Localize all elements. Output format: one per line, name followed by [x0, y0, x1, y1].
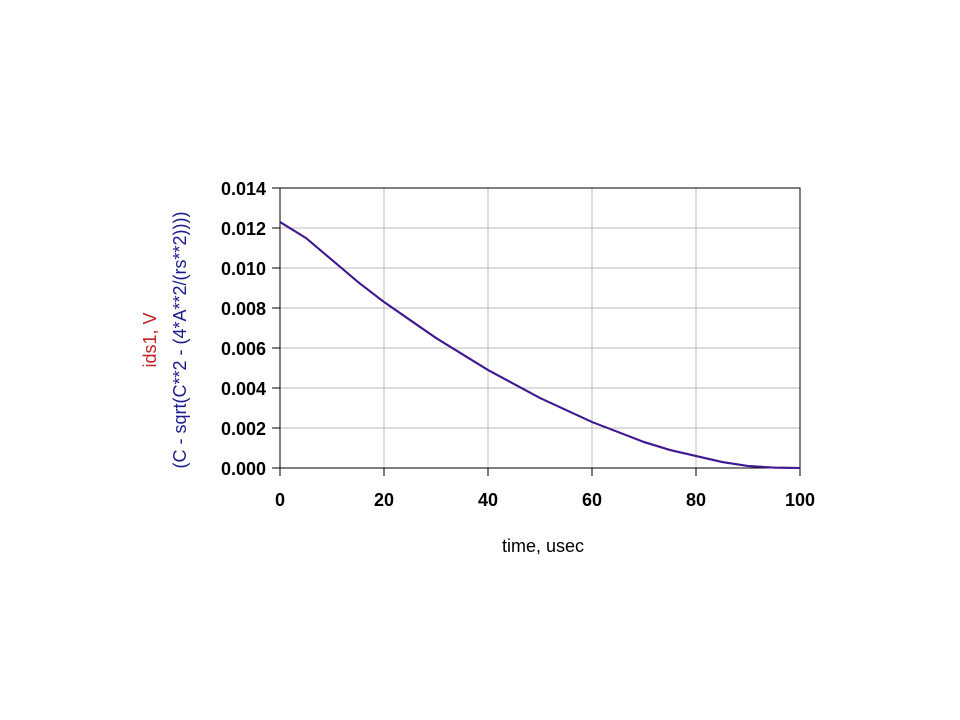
- y-tick-label: 0.010: [221, 259, 266, 279]
- data-line: [279, 221, 801, 469]
- x-tick-label: 60: [582, 490, 602, 510]
- y-tick-label: 0.000: [221, 459, 266, 479]
- x-tick-label: 100: [785, 490, 815, 510]
- x-tick-label: 0: [275, 490, 285, 510]
- data-line: [279, 221, 801, 469]
- y-axis-label: ids1, V: [140, 312, 160, 367]
- y-tick-label: 0.014: [221, 179, 266, 199]
- y-tick-label: 0.008: [221, 299, 266, 319]
- x-tick-label: 40: [478, 490, 498, 510]
- y-tick-label: 0.012: [221, 219, 266, 239]
- y-tick-label: 0.004: [221, 379, 266, 399]
- y-tick-label: 0.002: [221, 419, 266, 439]
- x-tick-label: 20: [374, 490, 394, 510]
- y-axis-label: (C - sqrt(C**2 - (4*A**2/(rs**2)))): [170, 211, 190, 468]
- x-tick-label: 80: [686, 490, 706, 510]
- plot-frame: [279, 187, 801, 469]
- y-tick-label: 0.006: [221, 339, 266, 359]
- x-axis-label: time, usec: [502, 536, 584, 556]
